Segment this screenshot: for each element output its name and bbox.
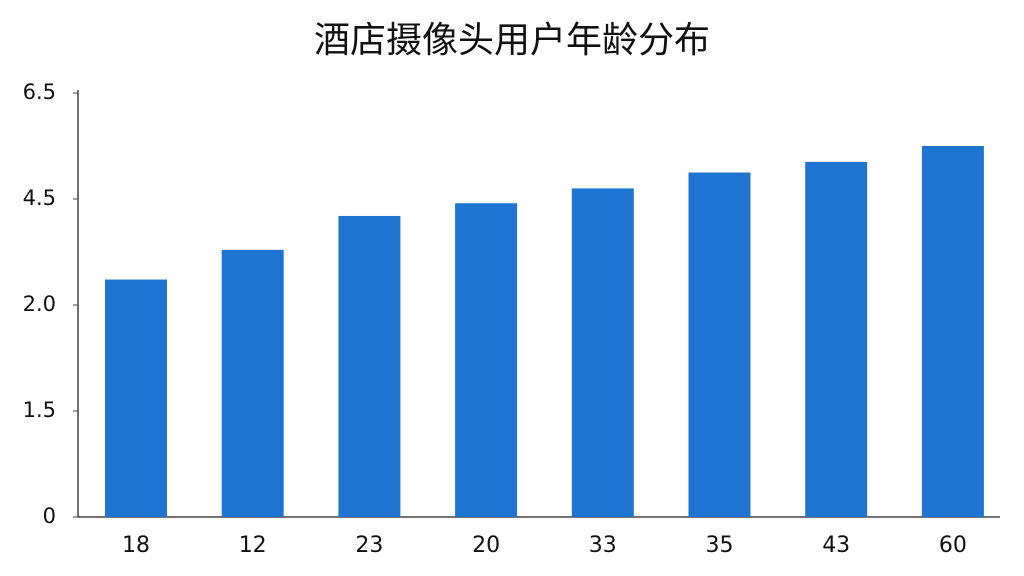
bar (221, 249, 284, 517)
y-tick-label: 6.5 (23, 80, 56, 104)
chart-title: 酒店摄像头用户年龄分布 (314, 20, 710, 61)
x-tick-label: 35 (706, 533, 734, 558)
x-tick-label: 20 (472, 533, 500, 558)
x-tick-label: 33 (589, 533, 617, 558)
bar (105, 279, 167, 517)
bar (571, 188, 634, 517)
bar (338, 215, 401, 517)
x-tick-label: 60 (939, 533, 967, 558)
x-tick-label: 12 (239, 533, 267, 558)
y-tick-label: 4.5 (23, 186, 56, 210)
bar (921, 146, 984, 517)
x-tick-label: 18 (122, 533, 150, 558)
y-tick-label: 1.5 (23, 398, 56, 422)
x-tick-label: 43 (822, 533, 850, 558)
x-tick-label: 23 (355, 533, 383, 558)
bar (688, 172, 751, 517)
bar (805, 161, 868, 517)
y-tick-label: 0 (43, 504, 56, 528)
y-tick-label: 2.0 (23, 292, 56, 316)
bar (455, 203, 518, 518)
